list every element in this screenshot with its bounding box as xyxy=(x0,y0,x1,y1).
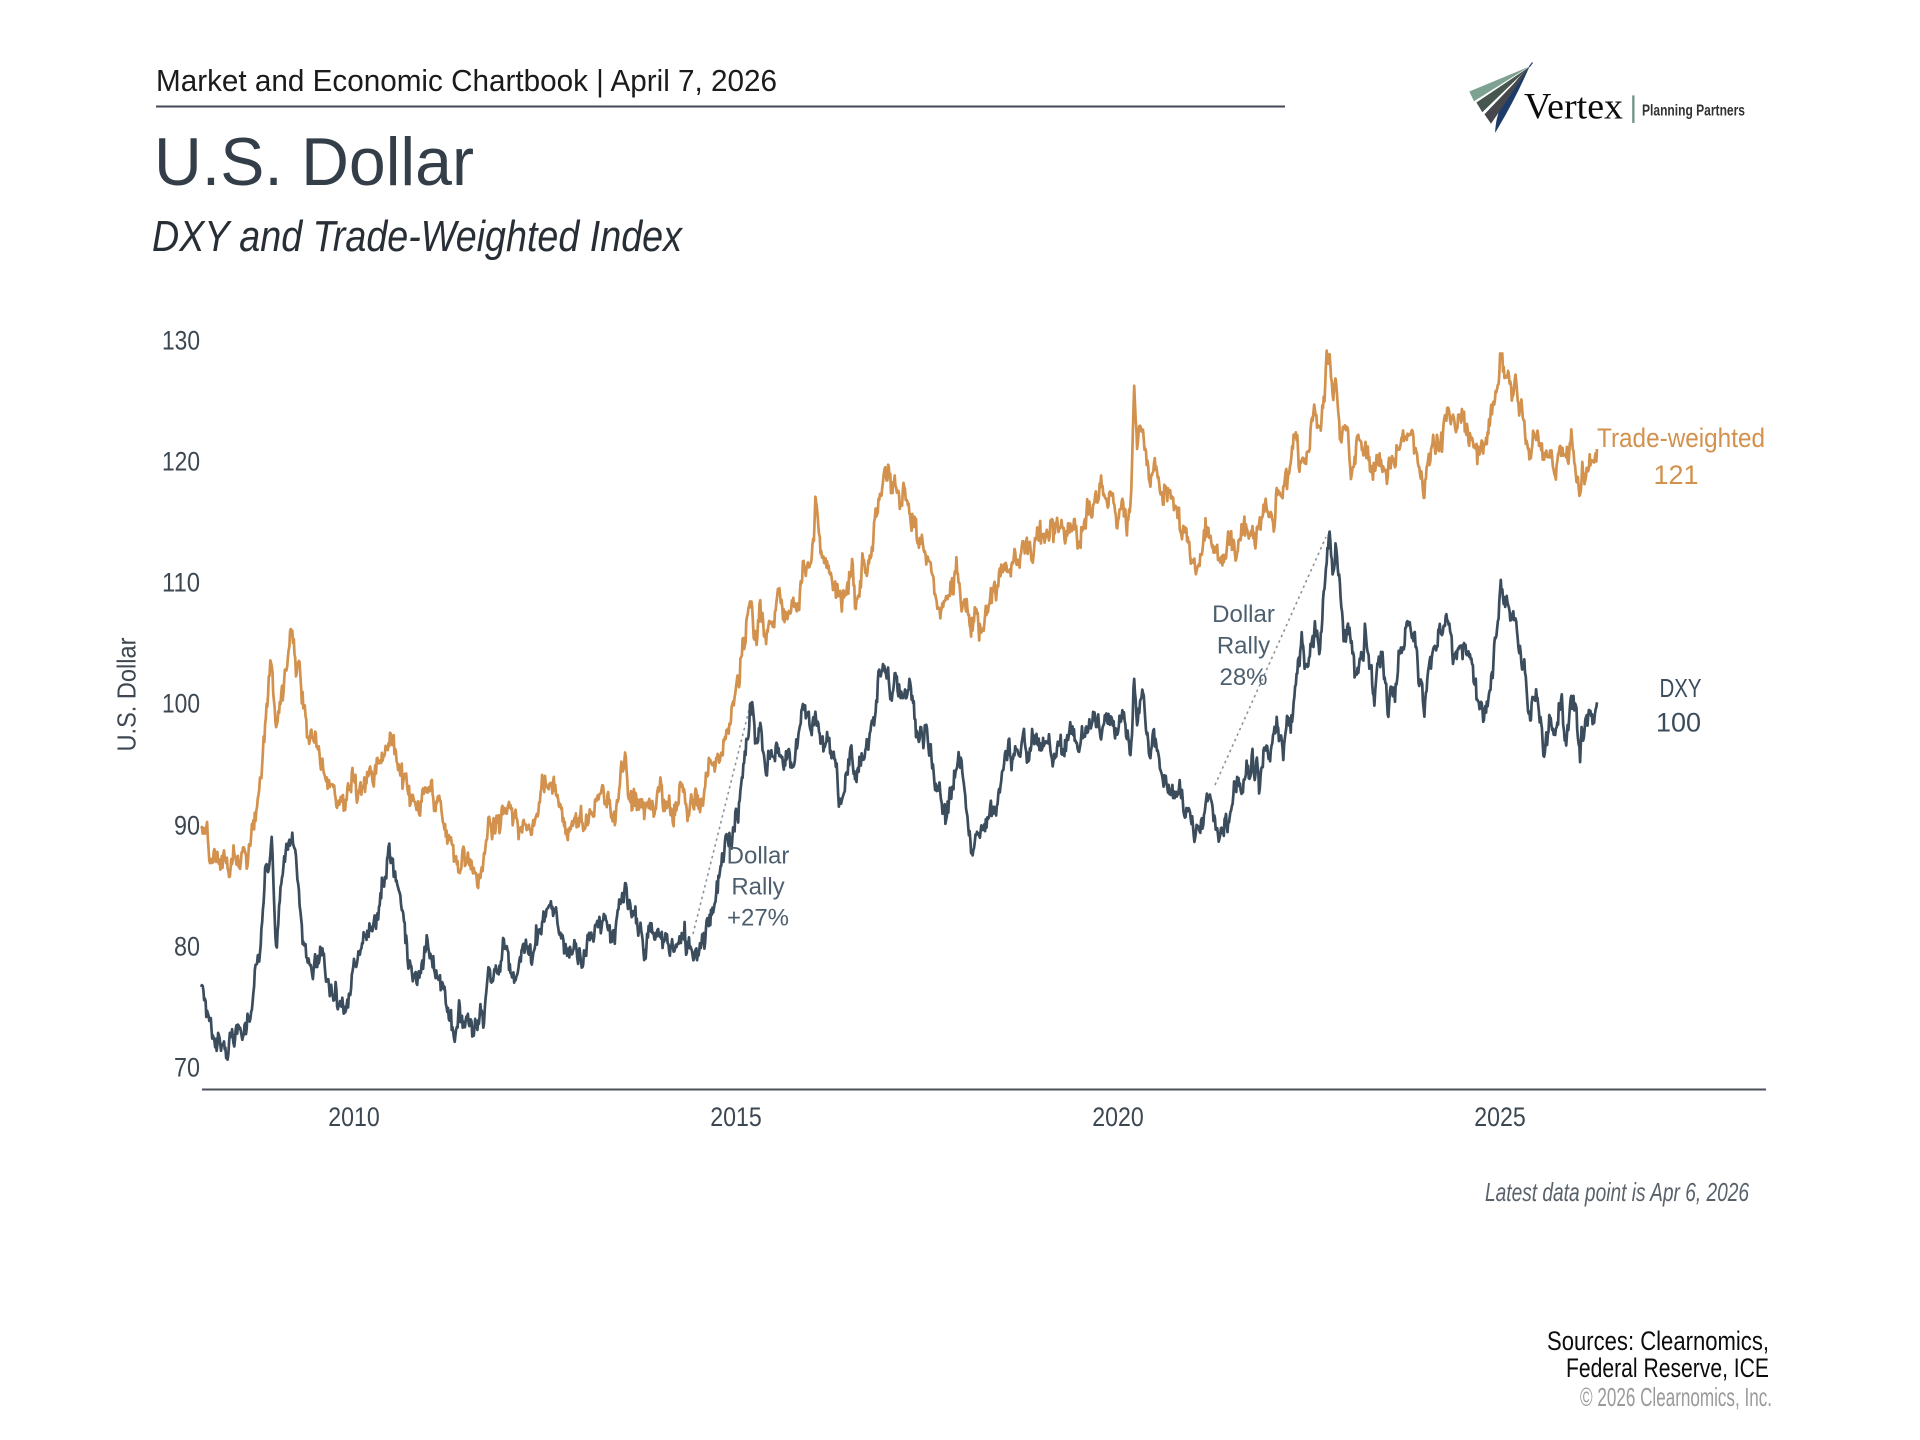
svg-text:Market and Economic Chartbook: Market and Economic Chartbook | April 7,… xyxy=(156,64,777,98)
svg-text:Vertex: Vertex xyxy=(1524,87,1623,128)
svg-text:DXY and Trade-Weighted Index: DXY and Trade-Weighted Index xyxy=(152,213,684,261)
svg-text:2010: 2010 xyxy=(328,1102,380,1132)
svg-text:Dollar: Dollar xyxy=(727,843,790,870)
svg-text:70: 70 xyxy=(174,1053,200,1083)
svg-text:2015: 2015 xyxy=(710,1102,762,1132)
svg-text:DXY: DXY xyxy=(1660,673,1702,703)
svg-text:Planning Partners: Planning Partners xyxy=(1642,103,1745,120)
svg-text:130: 130 xyxy=(162,326,200,356)
svg-text:110: 110 xyxy=(162,568,200,598)
svg-text:Trade-weighted: Trade-weighted xyxy=(1597,423,1765,453)
svg-text:90: 90 xyxy=(174,811,200,841)
svg-text:Latest data point is Apr 6, 20: Latest data point is Apr 6, 2026 xyxy=(1485,1177,1749,1207)
svg-text:2020: 2020 xyxy=(1092,1102,1144,1132)
svg-text:100: 100 xyxy=(1656,708,1701,738)
svg-text:28%: 28% xyxy=(1219,664,1267,691)
svg-text:Sources: Clearnomics,: Sources: Clearnomics, xyxy=(1547,1326,1769,1356)
svg-text:U.S. Dollar: U.S. Dollar xyxy=(154,124,474,200)
svg-text:Rally: Rally xyxy=(1217,633,1270,660)
svg-text:+27%: +27% xyxy=(727,905,789,932)
svg-text:80: 80 xyxy=(174,932,200,962)
svg-text:121: 121 xyxy=(1653,460,1698,490)
svg-text:Dollar: Dollar xyxy=(1212,601,1275,628)
svg-text:2025: 2025 xyxy=(1474,1102,1526,1132)
svg-text:120: 120 xyxy=(162,447,200,477)
svg-text:Federal Reserve, ICE: Federal Reserve, ICE xyxy=(1566,1353,1769,1383)
svg-text:U.S. Dollar: U.S. Dollar xyxy=(112,637,142,751)
svg-text:100: 100 xyxy=(162,689,200,719)
svg-text:Rally: Rally xyxy=(731,874,784,901)
svg-text:© 2026 Clearnomics, Inc.: © 2026 Clearnomics, Inc. xyxy=(1580,1382,1772,1412)
